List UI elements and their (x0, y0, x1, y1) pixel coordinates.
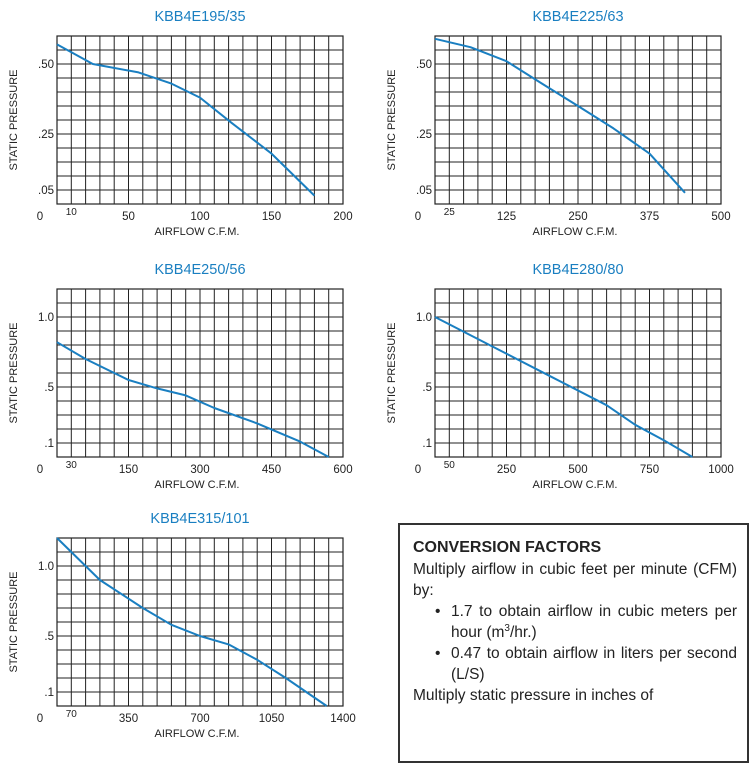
x-tick-label: 30 (66, 460, 78, 471)
chart-kbb4e280-80: KBB4E280/80 0 50 250 500 750 1000 .1 .5 1.0 AIRFLO… (378, 253, 748, 498)
x-tick-label: 700 (190, 713, 209, 725)
x-tick-label: 50 (444, 460, 456, 471)
x-tick-label: 600 (333, 464, 352, 476)
x-tick-label: 350 (119, 713, 138, 725)
chart-grid (56, 537, 344, 707)
chart-grid (56, 288, 344, 458)
bullet-icon: • (435, 645, 441, 662)
x-axis-label: AIRFLOW C.F.M. (155, 479, 240, 491)
x-tick-label: 150 (262, 211, 281, 223)
chart-kbb4e225-63: KBB4E225/63 0 25 125 250 375 500 .05 .25 .50 AIRFL… (378, 0, 748, 245)
y-tick-label: .50 (38, 59, 54, 71)
conversion-list: • 1.7 to obtain airflow in cubic meters p… (413, 601, 737, 685)
x-axis-label: AIRFLOW C.F.M. (533, 479, 618, 491)
y-tick-label: .1 (44, 438, 54, 450)
y-tick-label: .1 (422, 438, 432, 450)
y-tick-label: .25 (416, 129, 432, 141)
x-tick-label: 50 (122, 211, 135, 223)
performance-curve (56, 341, 330, 458)
y-axis-label: STATIC PRESSURE (386, 69, 398, 170)
x-tick-label: 250 (568, 211, 587, 223)
y-tick-label: .1 (44, 687, 54, 699)
chart-kbb4e250-56: KBB4E250/56 0 30 150 300 450 600 .1 .5 1.0 AIRFLOW… (0, 253, 370, 498)
y-tick-label: 1.0 (416, 312, 432, 324)
x-tick-label: 0 (37, 211, 43, 223)
x-tick-label: 750 (640, 464, 659, 476)
x-tick-label: 25 (444, 207, 456, 218)
chart-grid (434, 288, 722, 458)
chart-title: KBB4E250/56 (154, 262, 245, 278)
x-tick-label: 10 (66, 207, 78, 218)
conversion-intro: Multiply airflow in cubic feet per minut… (413, 561, 737, 599)
x-tick-label: 500 (711, 211, 730, 223)
x-tick-label: 125 (497, 211, 516, 223)
x-axis-label: AIRFLOW C.F.M. (155, 226, 240, 238)
x-axis-label: AIRFLOW C.F.M. (155, 728, 240, 740)
conversion-footer: Multiply static pressure in inches of (413, 687, 654, 704)
x-tick-label: 300 (190, 464, 209, 476)
x-tick-label: 0 (37, 464, 43, 476)
x-tick-label: 0 (37, 713, 43, 725)
y-tick-label: .5 (44, 382, 54, 394)
y-tick-label: 1.0 (38, 312, 54, 324)
y-tick-label: .05 (416, 185, 432, 197)
plot-frame (56, 288, 344, 458)
y-axis-label: STATIC PRESSURE (8, 571, 20, 672)
conversion-heading: CONVERSION FACTORS (413, 539, 602, 556)
x-tick-label: 1400 (330, 713, 356, 725)
x-tick-label: 100 (190, 211, 209, 223)
y-axis-label: STATIC PRESSURE (8, 322, 20, 423)
chart-grid (434, 35, 722, 205)
plot-frame (56, 537, 344, 707)
chart-grid (56, 35, 344, 205)
x-tick-label: 70 (66, 709, 78, 720)
x-tick-label: 500 (568, 464, 587, 476)
x-tick-label: 450 (262, 464, 281, 476)
x-tick-label: 375 (640, 211, 659, 223)
chart-kbb4e315-101: KBB4E315/101 0 70 350 700 1050 1400 .1 .5 1.0 AIRF… (0, 502, 370, 744)
chart-kbb4e195-35: KBB4E195/35 0 10 50 100 150 200 .05 .25 .50 AIRFLO… (0, 0, 370, 245)
plot-frame (434, 288, 722, 458)
chart-title: KBB4E280/80 (532, 262, 623, 278)
x-tick-label: 200 (333, 211, 352, 223)
x-tick-label: 250 (497, 464, 516, 476)
bullet-icon: • (435, 603, 441, 620)
x-tick-label: 150 (119, 464, 138, 476)
x-tick-label: 0 (415, 211, 421, 223)
y-tick-label: .50 (416, 59, 432, 71)
performance-curve (56, 537, 328, 707)
plot-frame (434, 35, 722, 205)
chart-title: KBB4E315/101 (150, 511, 249, 527)
y-tick-label: .5 (44, 631, 54, 643)
conversion-factors-box: CONVERSION FACTORS Multiply airflow in c… (398, 523, 749, 763)
conversion-bullet-1: • 1.7 to obtain airflow in cubic meters p… (435, 603, 737, 641)
plot-frame (56, 35, 344, 205)
y-tick-label: .05 (38, 185, 54, 197)
conversion-bullet-2: • 0.47 to obtain airflow in liters per se… (435, 645, 737, 683)
y-axis-label: STATIC PRESSURE (8, 69, 20, 170)
x-tick-label: 1000 (708, 464, 734, 476)
x-tick-label: 1050 (259, 713, 285, 725)
y-tick-label: .5 (422, 382, 432, 394)
chart-title: KBB4E195/35 (154, 9, 245, 25)
x-tick-label: 0 (415, 464, 421, 476)
x-axis-label: AIRFLOW C.F.M. (533, 226, 618, 238)
y-tick-label: 1.0 (38, 561, 54, 573)
performance-curve (434, 316, 693, 458)
performance-curve (56, 43, 316, 197)
chart-title: KBB4E225/63 (532, 9, 623, 25)
performance-curve (434, 37, 686, 194)
y-axis-label: STATIC PRESSURE (386, 322, 398, 423)
y-tick-label: .25 (38, 129, 54, 141)
